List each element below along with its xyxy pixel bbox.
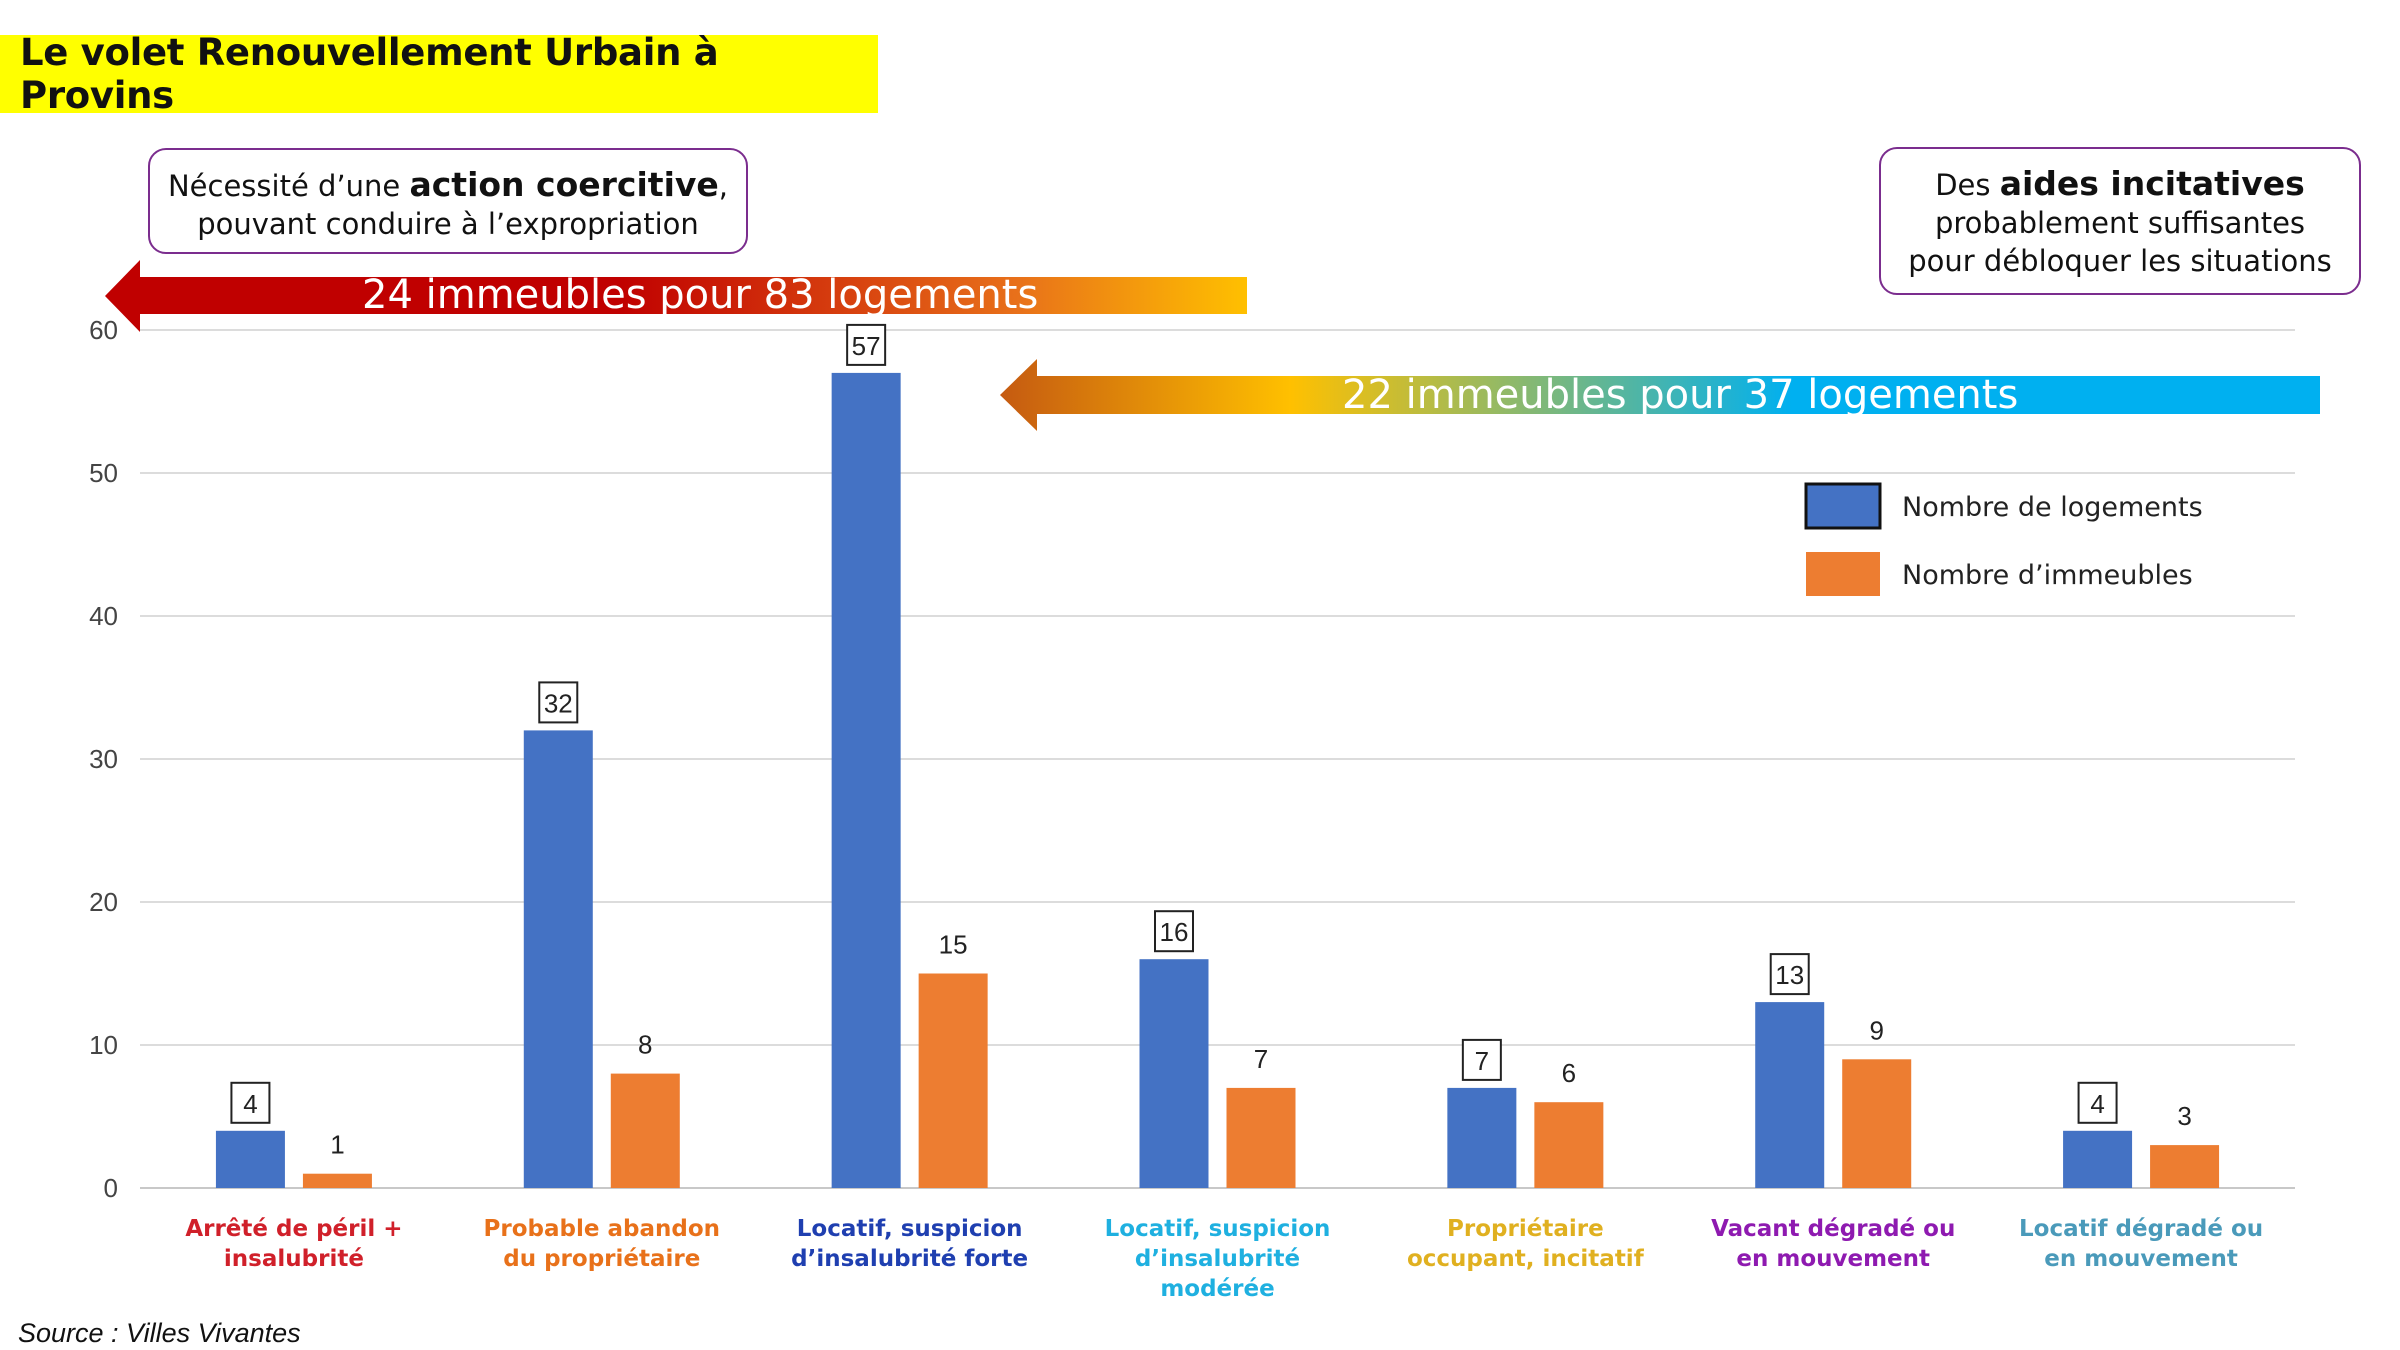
arrow-incentive-shape xyxy=(1000,359,2320,431)
x-tick-label: occupant, incitatif xyxy=(1407,1246,1645,1272)
legend-label: Nombre de logements xyxy=(1902,492,2203,523)
bar-immeubles xyxy=(1534,1102,1604,1188)
y-tick-label: 10 xyxy=(89,1030,118,1060)
page-title: Le volet Renouvellement Urbain à Provins xyxy=(20,31,719,117)
x-tick-label: Probable abandon xyxy=(484,1216,720,1242)
y-tick-label: 0 xyxy=(104,1173,118,1203)
data-label-box xyxy=(2077,1081,2118,1124)
data-label-box xyxy=(1154,910,1194,953)
note-coercive-line1: Nécessité d’une action coercitive, xyxy=(167,165,728,204)
bar-logements xyxy=(1755,1002,1825,1188)
note-incentive-line1: Des aides incitatives xyxy=(1935,164,2305,203)
bar-immeubles xyxy=(918,973,988,1188)
note-coercive: Nécessité d’une action coercitive, pouva… xyxy=(148,148,748,254)
data-label: 32 xyxy=(544,688,573,718)
bar-logements xyxy=(1447,1087,1517,1188)
note-incentive-line3: pour débloquer les situations xyxy=(1908,244,2332,278)
data-label: 57 xyxy=(852,331,881,361)
x-tick-label: en mouvement xyxy=(2044,1246,2238,1272)
y-tick-label: 40 xyxy=(89,601,118,631)
source-note: Source : Villes Vivantes xyxy=(18,1318,301,1348)
bars: 4 1 32 8 57 15 16 7 7 6 13 9 4 3 xyxy=(215,323,2220,1188)
grid-lines xyxy=(140,329,2295,1189)
bar-immeubles xyxy=(2150,1145,2220,1188)
x-tick-label: Arrêté de péril + xyxy=(185,1216,402,1242)
x-tick-label: Locatif, suspicion xyxy=(797,1216,1023,1242)
data-label: 13 xyxy=(1775,960,1804,990)
data-label-box xyxy=(846,323,887,366)
arrow-coercive-shape xyxy=(105,260,1247,332)
data-label: 16 xyxy=(1160,917,1189,947)
y-axis: 0 10 20 30 40 50 60 xyxy=(89,315,118,1203)
bar-immeubles xyxy=(1226,1087,1296,1188)
legend-swatch xyxy=(1806,552,1880,596)
data-label: 3 xyxy=(2177,1101,2191,1131)
data-label: 4 xyxy=(243,1089,257,1119)
data-label-box xyxy=(230,1081,271,1124)
y-tick-label: 50 xyxy=(89,458,118,488)
data-label-box xyxy=(1461,1038,1502,1081)
x-tick-label: insalubrité xyxy=(224,1246,364,1272)
data-label: 6 xyxy=(1562,1058,1576,1088)
x-tick-label: Propriétaire xyxy=(1447,1216,1604,1242)
y-tick-label: 20 xyxy=(89,887,118,917)
bar-logements xyxy=(215,1130,285,1188)
data-label: 7 xyxy=(1475,1046,1489,1076)
arrow-coercive-label: 24 immeubles pour 83 logements xyxy=(362,272,1038,318)
data-label: 7 xyxy=(1254,1044,1268,1074)
bar-immeubles xyxy=(302,1173,372,1188)
x-tick-label: Locatif dégradé ou xyxy=(2019,1216,2263,1242)
legend: Nombre de logements Nombre d’immeubles xyxy=(1804,482,2203,596)
x-tick-label: Vacant dégradé ou xyxy=(1711,1216,1955,1242)
y-tick-label: 60 xyxy=(89,315,118,345)
arrow-incentive: 22 immeubles pour 37 logements xyxy=(1000,359,2320,431)
data-label: 15 xyxy=(939,930,968,960)
note-incentive: Des aides incitatives probablement suffi… xyxy=(1879,147,2361,295)
bar-immeubles xyxy=(1842,1059,1912,1188)
x-axis-labels: Arrêté de péril + insalubrité Probable aba… xyxy=(185,1216,2263,1302)
x-tick-label: d’insalubrité xyxy=(1135,1246,1300,1272)
note-coercive-line2: pouvant conduire à l’expropriation xyxy=(197,207,699,241)
data-label-box xyxy=(538,681,579,724)
bar-logements xyxy=(1139,959,1209,1188)
bar-logements xyxy=(523,730,593,1188)
legend-label: Nombre d’immeubles xyxy=(1902,560,2193,591)
y-tick-label: 30 xyxy=(89,744,118,774)
data-label-box xyxy=(1769,953,1810,996)
arrow-coercive: 24 immeubles pour 83 logements xyxy=(105,260,1247,332)
x-tick-label: Locatif, suspicion xyxy=(1105,1216,1331,1242)
data-label: 4 xyxy=(2090,1089,2104,1119)
data-label: 9 xyxy=(1869,1015,1883,1045)
x-tick-label: modérée xyxy=(1160,1276,1274,1302)
legend-swatch xyxy=(1804,482,1882,530)
arrow-incentive-label: 22 immeubles pour 37 logements xyxy=(1342,372,2018,418)
title-banner: Le volet Renouvellement Urbain à Provins xyxy=(0,31,878,117)
data-label: 8 xyxy=(638,1030,652,1060)
x-tick-label: en mouvement xyxy=(1736,1246,1930,1272)
x-tick-label: du propriétaire xyxy=(503,1246,700,1272)
note-incentive-line2: probablement suffisantes xyxy=(1934,206,2306,240)
data-label: 1 xyxy=(330,1130,344,1160)
bar-logements xyxy=(2063,1130,2133,1188)
bar-immeubles xyxy=(610,1073,680,1188)
bar-logements xyxy=(831,372,901,1188)
x-tick-label: d’insalubrité forte xyxy=(791,1246,1028,1272)
